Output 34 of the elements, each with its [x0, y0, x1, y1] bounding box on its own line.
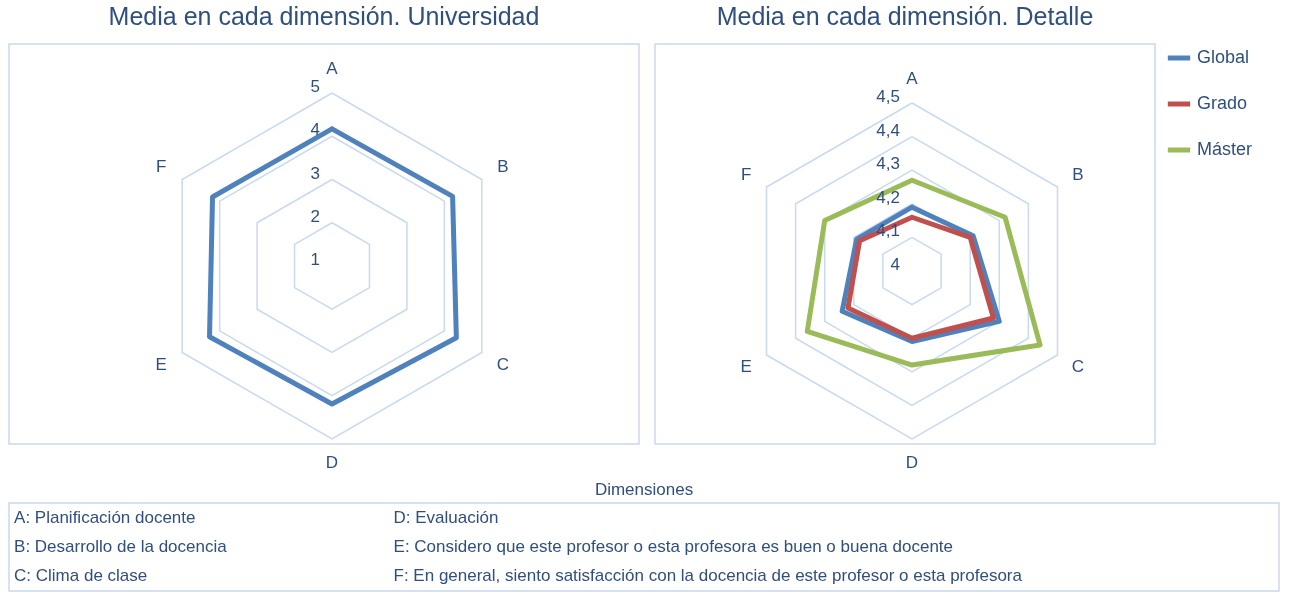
- text: D: Evaluación: [393, 507, 499, 527]
- legend-label: Grado: [1197, 93, 1248, 113]
- y-tick-label: 4,4: [876, 120, 900, 140]
- y-tick-label: 4,3: [876, 154, 900, 174]
- y-tick-label: 3: [310, 163, 320, 183]
- spoke-label: C: [496, 354, 509, 374]
- chart-title: Media en cada dimensión. Universidad: [108, 2, 540, 30]
- spoke-label: A: [326, 58, 339, 78]
- y-tick-label: 4,2: [876, 187, 900, 207]
- y-tick-label: 4: [890, 255, 900, 274]
- spoke-label: F: [156, 157, 167, 177]
- spoke-label: A: [906, 69, 919, 89]
- text: E: Considero que este profesor o esta profesora es buen o buena docente: [393, 537, 954, 556]
- y-tick-label: 4: [310, 120, 320, 140]
- text: B: Desarrollo de la docencia: [14, 537, 228, 556]
- spoke-label: D: [325, 453, 339, 473]
- spoke-label: E: [740, 356, 752, 376]
- spoke-label: D: [905, 452, 919, 472]
- text: F: En general, siento satisfacción con la docencia de este profesor o esta profesora: [393, 566, 1023, 586]
- text: A: Planificación docente: [14, 507, 196, 527]
- spoke-label: B: [497, 157, 509, 177]
- spoke-label: B: [1072, 165, 1084, 185]
- chart-title: Media en cada dimensión. Detalle: [716, 2, 1094, 30]
- y-tick-label: 1: [310, 250, 320, 269]
- y-tick-label: 5: [310, 77, 320, 96]
- spoke-label: C: [1071, 356, 1084, 376]
- text: Dimensiones: [594, 480, 694, 499]
- legend-label: Global: [1197, 47, 1250, 67]
- y-tick-label: 4,5: [876, 87, 900, 106]
- spoke-label: E: [155, 354, 167, 374]
- y-tick-label: 2: [310, 206, 320, 226]
- text: C: Clima de clase: [14, 566, 148, 586]
- spoke-label: F: [740, 165, 752, 185]
- legend-label: Máster: [1197, 139, 1253, 159]
